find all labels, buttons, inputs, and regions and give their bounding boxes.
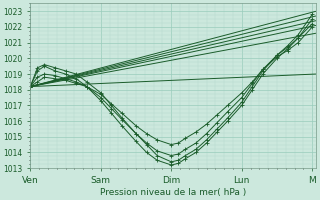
X-axis label: Pression niveau de la mer( hPa ): Pression niveau de la mer( hPa ) bbox=[100, 188, 246, 197]
